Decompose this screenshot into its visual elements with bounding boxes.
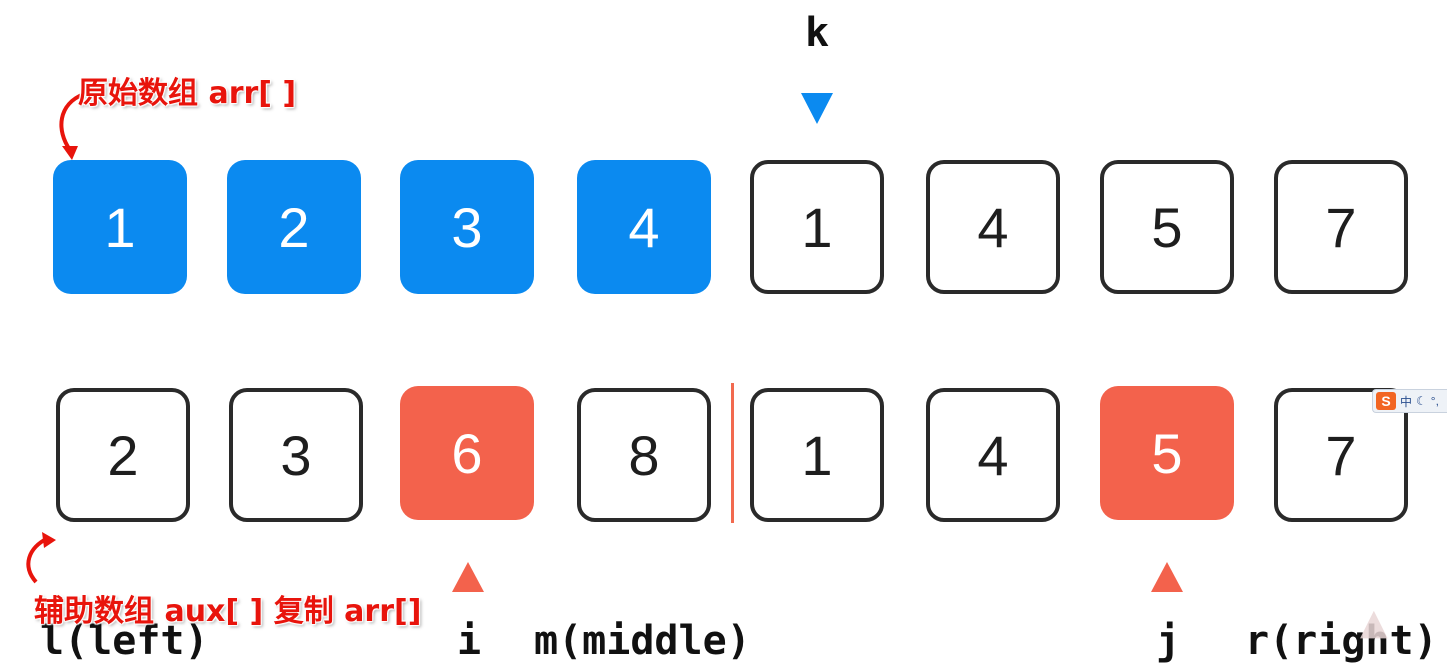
aux-cell: 7 bbox=[1274, 388, 1408, 522]
aux-cell: 6 bbox=[400, 386, 534, 520]
arr-cell: 1 bbox=[750, 160, 884, 294]
watermark-logo: ▲ bbox=[1360, 602, 1388, 643]
ime-toolbar[interactable]: S 中 ☾ °, bbox=[1372, 389, 1447, 413]
arr-cell: 4 bbox=[577, 160, 711, 294]
aux-cell: 5 bbox=[1100, 386, 1234, 520]
k-label: k bbox=[805, 10, 830, 56]
arr-annotation-arrowhead bbox=[62, 146, 78, 160]
aux-cell: 1 bbox=[750, 388, 884, 522]
sogou-logo-icon[interactable]: S bbox=[1376, 392, 1396, 410]
aux-cell: 2 bbox=[56, 388, 190, 522]
arr-annotation-arrow bbox=[59, 92, 85, 152]
middle-label: m(middle) bbox=[534, 618, 751, 664]
arr-cell: 2 bbox=[227, 160, 361, 294]
i-label: i bbox=[457, 618, 482, 664]
arr-cell: 1 bbox=[53, 160, 187, 294]
right-label: r(right) bbox=[1245, 618, 1438, 664]
ime-mode-label[interactable]: 中 bbox=[1400, 394, 1413, 409]
left-label: l(left) bbox=[40, 618, 209, 664]
punctuation-icon[interactable]: °, bbox=[1430, 394, 1439, 408]
aux-array-note: 辅助数组 aux[ ] 复制 arr[] bbox=[34, 594, 422, 629]
aux-cell: 8 bbox=[577, 388, 711, 522]
j-pointer-triangle bbox=[1151, 562, 1183, 592]
aux-cell: 4 bbox=[926, 388, 1060, 522]
arr-cell: 5 bbox=[1100, 160, 1234, 294]
arr-cell: 7 bbox=[1274, 160, 1408, 294]
moon-icon[interactable]: ☾ bbox=[1416, 394, 1427, 408]
original-array-note: 原始数组 arr[ ] bbox=[78, 76, 297, 111]
j-label: j bbox=[1156, 618, 1181, 664]
arr-cell: 3 bbox=[400, 160, 534, 294]
i-pointer-triangle bbox=[452, 562, 484, 592]
middle-divider bbox=[731, 383, 734, 523]
aux-cell: 3 bbox=[229, 388, 363, 522]
k-pointer-triangle bbox=[801, 93, 833, 124]
aux-annotation-arrowhead bbox=[42, 532, 56, 548]
arr-cell: 4 bbox=[926, 160, 1060, 294]
